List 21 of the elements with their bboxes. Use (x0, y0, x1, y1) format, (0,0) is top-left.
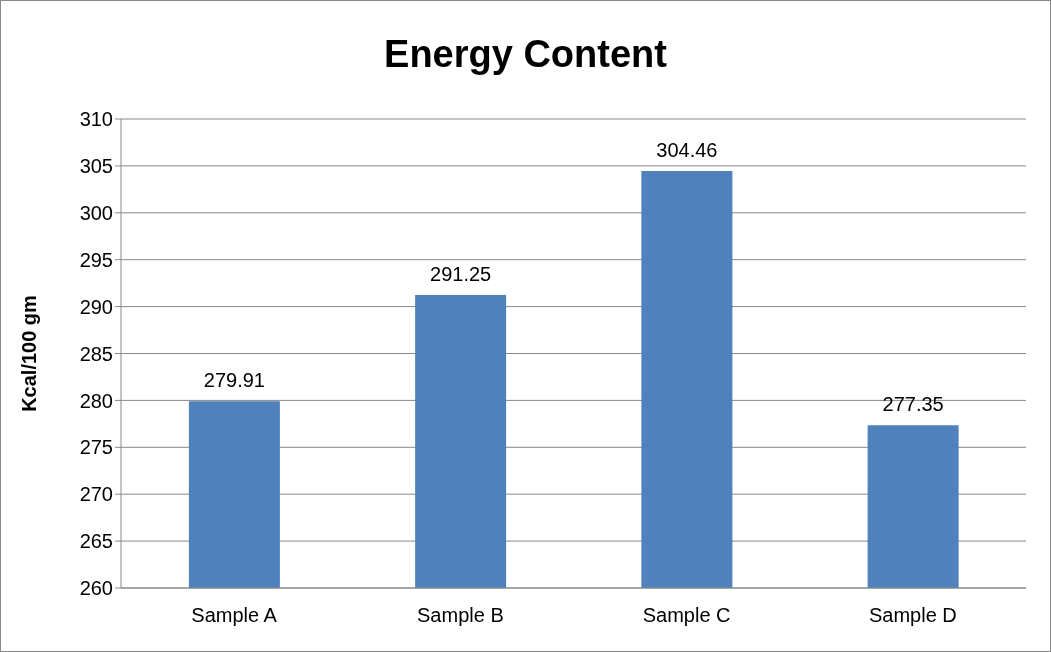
data-label: 277.35 (882, 393, 944, 416)
y-tick-label: 300 (79, 201, 113, 224)
y-tick-label: 290 (79, 295, 113, 318)
y-tick-label: 260 (79, 577, 113, 600)
y-tick-label: 275 (79, 436, 113, 459)
y-tick-label: 295 (79, 248, 113, 271)
y-tick-label: 280 (79, 389, 113, 412)
x-tick-label: Sample D (868, 604, 957, 627)
chart-title: Energy Content (383, 33, 668, 76)
y-axis-title: Kcal/100 gm (18, 295, 41, 412)
y-tick-label: 285 (79, 342, 113, 365)
x-tick-label: Sample A (191, 604, 278, 627)
data-label: 291.25 (430, 262, 492, 285)
y-tick-label: 305 (79, 155, 113, 177)
y-tick-label: 310 (79, 108, 113, 131)
data-label: 304.46 (656, 138, 718, 161)
y-tick-label: 270 (79, 483, 113, 506)
data-label: 279.91 (203, 369, 265, 392)
y-tick-label: 265 (79, 530, 113, 553)
x-tick-label: Sample B (417, 604, 504, 627)
x-tick-label: Sample C (642, 604, 731, 627)
